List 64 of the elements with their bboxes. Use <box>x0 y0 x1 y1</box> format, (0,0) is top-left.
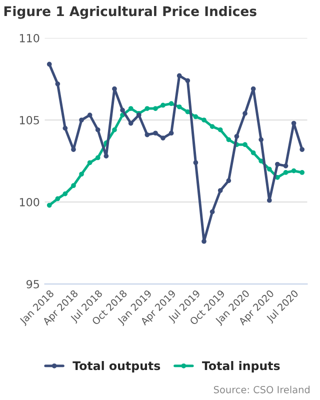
point <box>193 114 198 120</box>
point <box>242 111 248 116</box>
point <box>62 191 68 196</box>
point <box>55 81 60 86</box>
point <box>95 155 100 160</box>
point <box>79 118 84 122</box>
point <box>120 112 125 118</box>
point <box>153 130 158 136</box>
point <box>46 202 52 208</box>
point <box>79 172 84 177</box>
point <box>210 124 215 129</box>
chart-title: Figure 1 Agricultural Price Indices <box>4 6 256 19</box>
point <box>210 209 215 214</box>
point <box>283 170 288 175</box>
y-tick-label: 100 <box>20 198 40 206</box>
point <box>242 142 248 148</box>
point <box>62 126 68 131</box>
point <box>168 130 174 136</box>
point <box>250 86 256 92</box>
point <box>71 147 76 152</box>
point <box>300 170 305 175</box>
point <box>226 137 232 142</box>
y-tick-label: 105 <box>20 116 39 124</box>
point <box>266 166 272 172</box>
point <box>55 196 60 202</box>
y-tick-label: 110 <box>20 34 40 42</box>
source-note: Source: CSO Ireland <box>214 386 310 394</box>
point <box>250 150 256 156</box>
point <box>275 162 280 167</box>
point <box>193 160 198 166</box>
point <box>87 112 92 118</box>
point <box>71 183 76 188</box>
point <box>104 154 109 159</box>
point <box>258 137 264 142</box>
point <box>120 108 125 113</box>
legend-label: Total outputs <box>72 361 160 372</box>
point <box>202 118 206 122</box>
point <box>144 106 150 111</box>
point <box>283 163 288 168</box>
point <box>160 136 166 140</box>
y-tick-label: 95 <box>26 280 39 288</box>
point <box>168 101 174 106</box>
point <box>128 120 134 126</box>
point <box>95 127 100 132</box>
legend-label: Total inputs <box>202 361 280 372</box>
point <box>218 188 223 193</box>
point <box>300 147 305 152</box>
point <box>176 104 182 110</box>
point <box>226 178 232 184</box>
point <box>291 168 296 174</box>
point <box>234 134 240 139</box>
point <box>87 160 92 166</box>
point <box>291 120 296 126</box>
point <box>176 73 182 78</box>
point <box>128 106 134 111</box>
point <box>275 174 280 180</box>
point <box>153 106 158 111</box>
point <box>144 132 150 138</box>
point <box>46 62 52 67</box>
point <box>112 86 117 92</box>
point <box>185 78 190 84</box>
point <box>112 127 117 132</box>
point <box>218 127 223 132</box>
point <box>160 102 166 108</box>
